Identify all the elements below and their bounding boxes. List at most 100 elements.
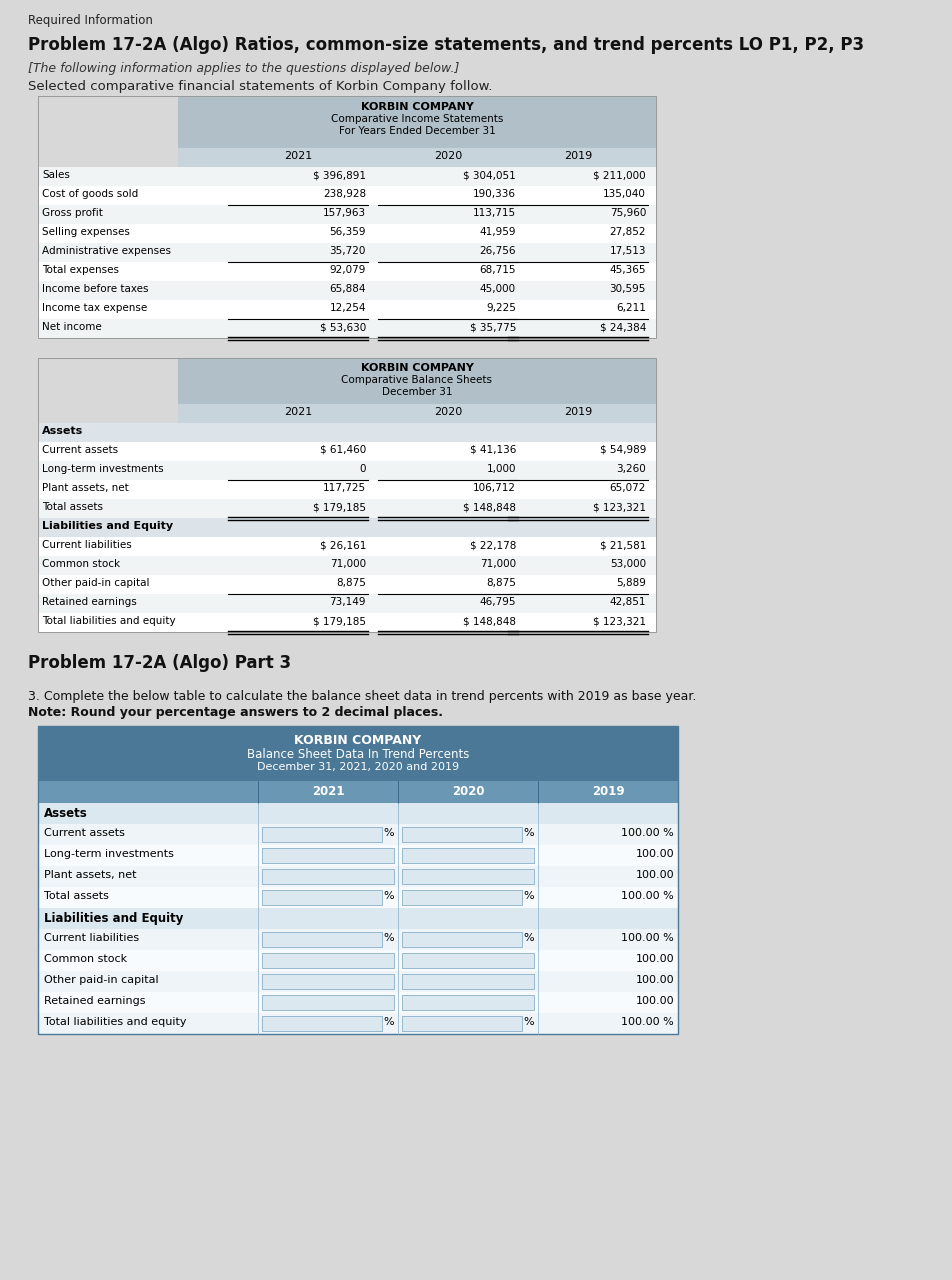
Bar <box>178 358 655 404</box>
Text: 100.00: 100.00 <box>635 849 673 859</box>
Text: 12,254: 12,254 <box>329 303 366 314</box>
Text: $ 41,136: $ 41,136 <box>469 445 515 454</box>
Bar <box>38 845 677 867</box>
Bar <box>262 932 382 947</box>
Text: 157,963: 157,963 <box>323 207 366 218</box>
Text: Plant assets, net: Plant assets, net <box>44 870 136 881</box>
Bar <box>38 824 677 845</box>
Text: 56,359: 56,359 <box>329 227 366 237</box>
Text: Current liabilities: Current liabilities <box>42 540 131 550</box>
Bar <box>402 1016 522 1030</box>
Text: $ 396,891: $ 396,891 <box>312 170 366 180</box>
Text: 75,960: 75,960 <box>609 207 645 218</box>
Text: Note: Round your percentage answers to 2 decimal places.: Note: Round your percentage answers to 2… <box>28 707 443 719</box>
Text: 100.00 %: 100.00 % <box>621 891 673 901</box>
Text: 2020: 2020 <box>433 407 462 417</box>
Bar <box>402 974 533 989</box>
Text: 27,852: 27,852 <box>609 227 645 237</box>
Bar <box>402 954 533 968</box>
Bar <box>38 556 655 575</box>
Text: 71,000: 71,000 <box>329 559 366 570</box>
Bar <box>38 867 677 887</box>
Text: Retained earnings: Retained earnings <box>42 596 136 607</box>
Text: $ 53,630: $ 53,630 <box>320 323 366 332</box>
Bar <box>402 890 522 905</box>
Text: Total liabilities and equity: Total liabilities and equity <box>44 1018 187 1027</box>
Text: Common stock: Common stock <box>44 954 127 964</box>
Bar <box>38 499 655 518</box>
Bar <box>262 954 393 968</box>
Text: 5,889: 5,889 <box>616 579 645 588</box>
Text: 17,513: 17,513 <box>609 246 645 256</box>
Text: %: % <box>383 891 393 901</box>
Text: 30,595: 30,595 <box>609 284 645 294</box>
Text: Gross profit: Gross profit <box>42 207 103 218</box>
Bar <box>402 827 522 842</box>
Text: $ 123,321: $ 123,321 <box>592 502 645 512</box>
Text: Current liabilities: Current liabilities <box>44 933 139 943</box>
Text: 42,851: 42,851 <box>609 596 645 607</box>
Text: Long-term investments: Long-term investments <box>42 463 164 474</box>
Bar <box>262 890 382 905</box>
Text: $ 148,848: $ 148,848 <box>463 502 515 512</box>
Text: December 31: December 31 <box>382 387 452 397</box>
Text: $ 26,161: $ 26,161 <box>319 540 366 550</box>
Text: Total liabilities and equity: Total liabilities and equity <box>42 616 175 626</box>
Text: 46,795: 46,795 <box>479 596 515 607</box>
Text: %: % <box>383 828 393 838</box>
Text: 35,720: 35,720 <box>329 246 366 256</box>
Text: 117,725: 117,725 <box>323 483 366 493</box>
Text: $ 61,460: $ 61,460 <box>320 445 366 454</box>
Text: Selected comparative financial statements of Korbin Company follow.: Selected comparative financial statement… <box>28 79 492 93</box>
Text: Sales: Sales <box>42 170 69 180</box>
Text: 53,000: 53,000 <box>609 559 645 570</box>
Bar <box>38 538 655 556</box>
Bar <box>38 929 677 950</box>
Text: Comparative Balance Sheets: Comparative Balance Sheets <box>341 375 492 385</box>
Bar <box>38 243 655 262</box>
Text: Balance Sheet Data In Trend Percents: Balance Sheet Data In Trend Percents <box>247 748 468 762</box>
Bar <box>402 995 533 1010</box>
Bar <box>38 1012 677 1034</box>
Text: Assets: Assets <box>42 426 83 436</box>
Text: 100.00: 100.00 <box>635 954 673 964</box>
Text: Cost of goods sold: Cost of goods sold <box>42 189 138 198</box>
Text: KORBIN COMPANY: KORBIN COMPANY <box>294 733 421 748</box>
Text: 100.00 %: 100.00 % <box>621 828 673 838</box>
Text: $ 304,051: $ 304,051 <box>463 170 515 180</box>
Bar <box>38 224 655 243</box>
Bar <box>38 575 655 594</box>
Text: [The following information applies to the questions displayed below.]: [The following information applies to th… <box>28 61 459 76</box>
Bar <box>262 1016 382 1030</box>
Text: Income before taxes: Income before taxes <box>42 284 149 294</box>
Text: 73,149: 73,149 <box>329 596 366 607</box>
Bar <box>402 847 533 863</box>
Text: Common stock: Common stock <box>42 559 120 570</box>
Bar <box>262 869 393 884</box>
Text: $ 54,989: $ 54,989 <box>599 445 645 454</box>
Text: 8,875: 8,875 <box>336 579 366 588</box>
Text: 100.00 %: 100.00 % <box>621 1018 673 1027</box>
Text: 68,715: 68,715 <box>479 265 515 275</box>
Text: 1,000: 1,000 <box>486 463 515 474</box>
Bar <box>38 442 655 461</box>
Text: Plant assets, net: Plant assets, net <box>42 483 129 493</box>
Bar <box>38 726 677 1034</box>
Text: 3,260: 3,260 <box>616 463 645 474</box>
Text: 100.00: 100.00 <box>635 996 673 1006</box>
Bar <box>38 887 677 908</box>
Bar <box>38 166 655 186</box>
Bar <box>178 148 655 166</box>
Text: 238,928: 238,928 <box>323 189 366 198</box>
Text: December 31, 2021, 2020 and 2019: December 31, 2021, 2020 and 2019 <box>257 762 459 772</box>
Text: $ 22,178: $ 22,178 <box>469 540 515 550</box>
Text: 100.00 %: 100.00 % <box>621 933 673 943</box>
Text: Administrative expenses: Administrative expenses <box>42 246 170 256</box>
Text: 26,756: 26,756 <box>479 246 515 256</box>
Bar <box>38 262 655 282</box>
Bar <box>38 972 677 992</box>
Text: $ 24,384: $ 24,384 <box>599 323 645 332</box>
Text: Net income: Net income <box>42 323 102 332</box>
Bar <box>38 613 655 632</box>
Text: Selling expenses: Selling expenses <box>42 227 129 237</box>
